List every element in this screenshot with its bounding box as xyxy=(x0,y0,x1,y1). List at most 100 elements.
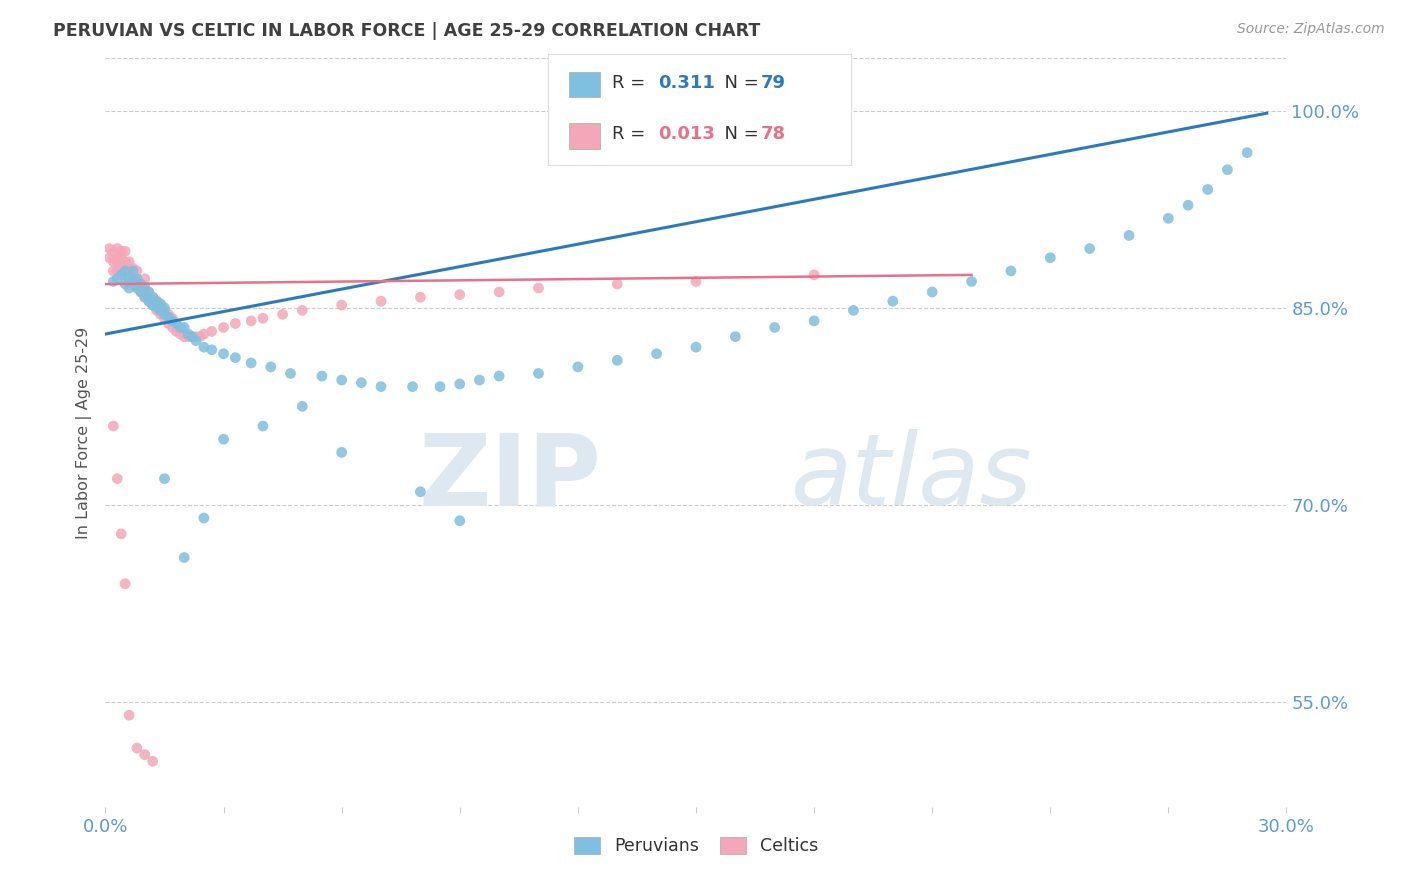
Point xyxy=(401,379,423,393)
Text: 79: 79 xyxy=(761,74,786,92)
Point xyxy=(103,275,125,289)
Point xyxy=(1000,264,1022,278)
Point xyxy=(173,320,195,334)
Point xyxy=(125,741,148,756)
Point xyxy=(1236,145,1258,160)
Text: R =: R = xyxy=(612,74,651,92)
Point xyxy=(149,307,172,321)
Point xyxy=(129,285,152,299)
Text: 0.311: 0.311 xyxy=(658,74,714,92)
Point xyxy=(153,311,176,326)
Point xyxy=(291,400,314,414)
Point xyxy=(142,290,165,304)
Point xyxy=(1177,198,1199,212)
Point xyxy=(169,326,191,341)
Point xyxy=(114,277,136,291)
Point xyxy=(122,277,145,291)
Point xyxy=(110,526,132,541)
Point xyxy=(311,369,333,384)
Point xyxy=(449,514,471,528)
Point xyxy=(114,244,136,259)
Point xyxy=(212,347,235,361)
Point xyxy=(114,264,136,278)
Point xyxy=(921,285,943,299)
Point xyxy=(488,285,510,299)
Point xyxy=(105,254,128,268)
Point xyxy=(252,419,274,434)
Point xyxy=(145,294,167,309)
Point xyxy=(1197,182,1219,196)
Point xyxy=(114,268,136,282)
Point xyxy=(842,303,865,318)
Point xyxy=(157,317,180,331)
Point xyxy=(429,379,451,393)
Point xyxy=(125,281,148,295)
Point xyxy=(468,373,491,387)
Point xyxy=(118,281,141,295)
Point xyxy=(527,367,550,381)
Point xyxy=(118,254,141,268)
Point xyxy=(409,484,432,499)
Point xyxy=(118,272,141,286)
Point xyxy=(110,251,132,265)
Point xyxy=(142,754,165,768)
Point xyxy=(177,326,200,341)
Point xyxy=(173,329,195,343)
Point xyxy=(98,242,121,256)
Point xyxy=(105,472,128,486)
Point xyxy=(105,251,128,265)
Point xyxy=(201,325,224,339)
Point xyxy=(110,264,132,278)
Point xyxy=(118,270,141,285)
Point xyxy=(350,376,373,390)
Point xyxy=(330,373,353,387)
Point xyxy=(169,320,191,334)
Point xyxy=(803,268,825,282)
Point xyxy=(149,298,172,312)
Point xyxy=(103,254,125,268)
Point xyxy=(606,353,628,368)
Point xyxy=(330,445,353,459)
Point xyxy=(105,264,128,278)
Point xyxy=(685,340,707,354)
Point xyxy=(134,290,156,304)
Point xyxy=(153,301,176,315)
Point xyxy=(224,317,246,331)
Point xyxy=(122,261,145,276)
Point xyxy=(138,294,160,309)
Point xyxy=(114,254,136,268)
Point xyxy=(162,311,184,326)
Text: Source: ZipAtlas.com: Source: ZipAtlas.com xyxy=(1237,22,1385,37)
Point xyxy=(122,275,145,289)
Text: 78: 78 xyxy=(761,126,786,144)
Point xyxy=(184,334,207,348)
Legend: Peruvians, Celtics: Peruvians, Celtics xyxy=(567,830,825,863)
Point xyxy=(567,359,589,374)
Point xyxy=(125,272,148,286)
Point xyxy=(138,285,160,299)
Point xyxy=(105,272,128,286)
Point xyxy=(110,268,132,282)
Point xyxy=(165,317,187,331)
Point xyxy=(1157,211,1180,226)
Point xyxy=(142,298,165,312)
Point xyxy=(252,311,274,326)
Point xyxy=(157,307,180,321)
Point xyxy=(960,275,983,289)
Point xyxy=(125,281,148,295)
Point xyxy=(145,301,167,315)
Y-axis label: In Labor Force | Age 25-29: In Labor Force | Age 25-29 xyxy=(76,326,93,539)
Point xyxy=(129,277,152,291)
Point xyxy=(201,343,224,357)
Point xyxy=(193,511,215,525)
Point xyxy=(114,264,136,278)
Point xyxy=(260,359,283,374)
Point xyxy=(165,325,187,339)
Point xyxy=(606,277,628,291)
Text: N =: N = xyxy=(713,74,765,92)
Point xyxy=(162,320,184,334)
Text: atlas: atlas xyxy=(790,429,1032,526)
Point xyxy=(193,326,215,341)
Point xyxy=(527,281,550,295)
Point xyxy=(103,419,125,434)
